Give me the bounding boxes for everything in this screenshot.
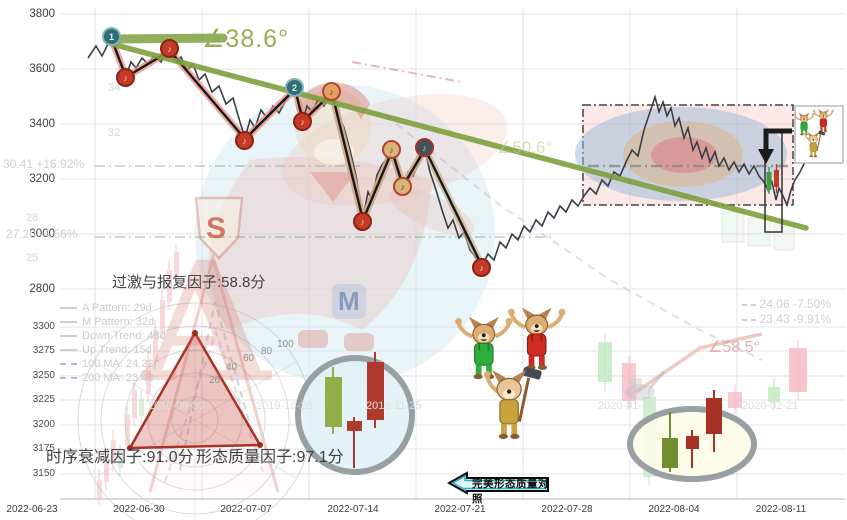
radar-tick: 40 (226, 362, 238, 373)
faint-overlay-date: 2019-10-28 (256, 400, 313, 412)
radar-tick: 60 (243, 353, 255, 364)
wave-marker-note: ♪ (322, 82, 341, 101)
x-axis-date: 2022-07-07 (220, 504, 272, 515)
trend-lines (107, 33, 809, 231)
level-label-right-1: 24.06 -7.50% (727, 297, 831, 311)
reference-level-lines (95, 165, 555, 238)
factor-time-decay: 时序衰减因子:91.0分 (46, 449, 194, 466)
level-label-left-1: 30.41 +16.92% (3, 157, 85, 171)
x-axis-date: 2022-08-11 (755, 504, 807, 515)
wave-marker-note: ♪ (382, 140, 401, 159)
price-line (87, 37, 811, 268)
secondary-axis-label: 32 (108, 127, 121, 139)
y-axis-sub-label: 3300 (32, 321, 55, 332)
radar-tick: 20 (209, 375, 221, 386)
wave-marker-note: ♪ (235, 131, 254, 150)
dash-swatch (741, 318, 756, 321)
x-axis-date: 2022-07-14 (327, 504, 379, 515)
legend-line-swatch (60, 335, 77, 338)
wave-marker-note: ♪ (353, 212, 372, 231)
wave-marker-note: ♪ (116, 68, 135, 87)
factor-pattern-quality: 形态质量因子:97.1分 (196, 449, 344, 466)
legend-line-swatch (60, 363, 77, 366)
wave-marker-note: ♪ (472, 258, 491, 277)
legend-line-swatch (60, 377, 77, 380)
legend-item-up-trend: Up Trend: 15d (60, 344, 152, 356)
y-axis-sub-label: 3150 (32, 468, 55, 479)
factor-overreaction: 过激与报复因子:58.8分 (112, 274, 266, 291)
radar-tick: 100 (277, 339, 294, 350)
x-axis-date: 2022-06-23 (6, 504, 58, 515)
perfect-pattern-compare-button[interactable]: 完美形态质量对照 (447, 470, 551, 505)
wave-marker-1: 1 (102, 27, 121, 46)
y-axis-sub-label: 3175 (32, 443, 55, 454)
legend-line-swatch (60, 321, 77, 324)
radar-chart (77, 302, 313, 520)
legend-item-down-trend: Down Trend: 45d (60, 330, 166, 342)
x-axis-date: 2022-06-30 (113, 504, 165, 515)
faint-overlay-date: 2020-02-21 (742, 400, 799, 412)
compare-button-label: 完美形态质量对照 (472, 478, 549, 505)
dogs-reference-box (792, 105, 844, 164)
entry-marker-annotation (758, 128, 792, 233)
legend-item-a-pattern: A Pattern: 29d (60, 302, 152, 314)
x-axis-date: 2022-07-28 (541, 504, 593, 515)
x-axis-date: 2022-07-21 (434, 504, 486, 515)
dash-swatch (741, 303, 756, 306)
faint-overlay-date: 2020-01-24 (598, 400, 655, 412)
wave-marker-note: ♪ (415, 138, 434, 157)
faint-overlay-date: 2019-09-30 (148, 400, 205, 412)
level-label-left-2: 27.20 -4.56% (6, 227, 78, 241)
left-arrow-icon (447, 471, 549, 495)
trend-angle-label-right: ∠58.5° (708, 339, 760, 356)
y-axis-label: 3000 (29, 228, 55, 240)
secondary-axis-label: 25 (26, 252, 39, 264)
wave-marker-2: 2 (285, 78, 304, 97)
trend-angle-label-mid: ∠50.6° (497, 138, 553, 157)
y-axis-sub-label: 3200 (32, 419, 55, 430)
legend-line-swatch (60, 307, 77, 310)
legend-item-200ma: 200 MA: 23.43 (60, 372, 154, 384)
y-axis-sub-label: 3250 (32, 370, 55, 381)
trend-angle-label-main: ∠38.6° (202, 25, 290, 53)
legend-line-swatch (60, 349, 77, 352)
watermark-letter-m: M (332, 284, 366, 319)
legend-item-100ma: 100 MA: 24.22 (60, 358, 154, 370)
secondary-axis-label: 28 (26, 212, 39, 224)
legend-item-m-pattern: M Pattern: 32d (60, 316, 154, 328)
wave-marker-note: ♪ (160, 39, 179, 58)
magnifier-ellipse (627, 390, 757, 482)
y-axis-label: 3200 (29, 173, 55, 185)
watermark-letter-s: S (206, 212, 227, 245)
y-axis-label: 2800 (29, 283, 55, 295)
secondary-axis-label: 34 (108, 82, 121, 94)
bullseye-annotation-box (575, 104, 794, 206)
faint-overlay-date: 2019-11-25 (366, 400, 422, 412)
y-axis-sub-label: 3225 (32, 394, 55, 405)
wave-marker-note: ♪ (393, 177, 412, 196)
watermark-letter-a: A (142, 225, 271, 419)
magnifier-circle (295, 352, 415, 475)
y-axis-label: 3400 (29, 118, 55, 130)
x-axis-date: 2022-08-04 (648, 504, 700, 515)
y-axis-sub-label: 3275 (32, 345, 55, 356)
y-axis-label: 3800 (29, 8, 55, 20)
level-label-right-2: 23.43 -9.91% (727, 312, 831, 326)
radar-tick: 80 (261, 346, 273, 357)
wave-marker-note: ♪ (293, 112, 312, 131)
y-axis-label: 3600 (29, 63, 55, 75)
